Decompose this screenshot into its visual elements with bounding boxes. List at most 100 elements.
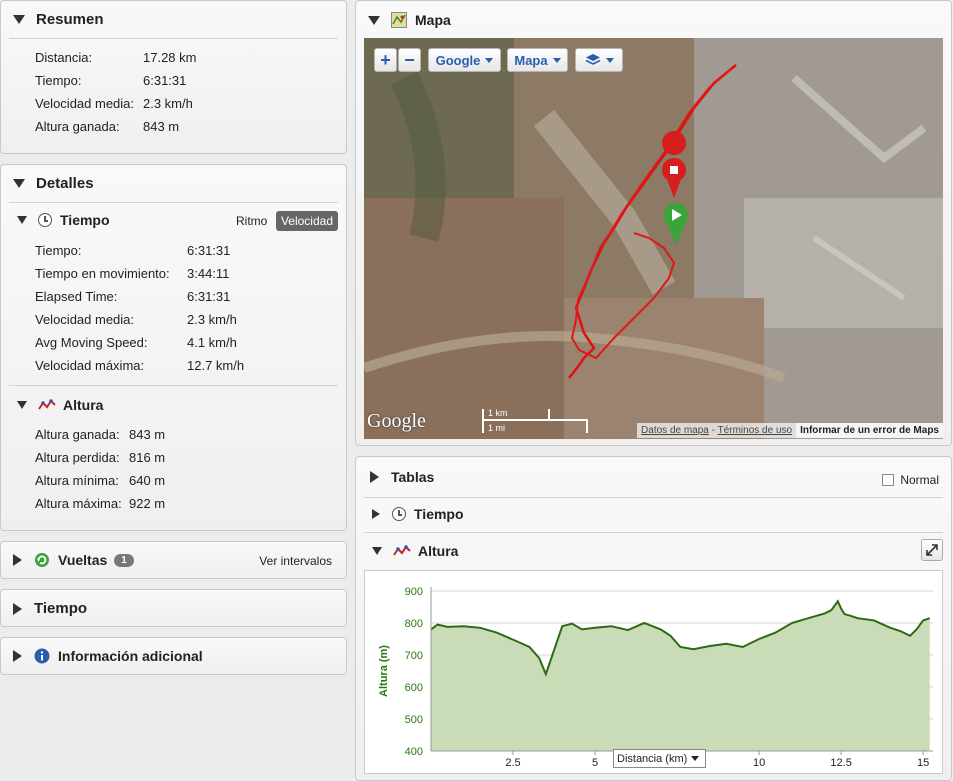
- elevation-chart-container: 4005006007008009002.557.51012.515Altura …: [364, 570, 943, 774]
- tiempo-panel-title: Tiempo: [34, 600, 88, 617]
- detail-row: Elapsed Time: 6:31:31: [35, 289, 231, 304]
- y-axis-label: Altura (m): [378, 645, 390, 697]
- resumen-title: Resumen: [36, 11, 104, 28]
- mapa-title: Mapa: [415, 12, 451, 28]
- tiempo-subsection-header[interactable]: Tiempo: [17, 212, 110, 228]
- collapse-triangle-icon: [17, 216, 27, 224]
- y-tick-label: 600: [405, 682, 423, 694]
- mapa-panel: Mapa: [355, 0, 952, 446]
- detalles-title: Detalles: [36, 175, 94, 192]
- y-tick-label: 900: [405, 586, 423, 598]
- ver-intervalos-link[interactable]: Ver intervalos: [259, 554, 332, 568]
- elevation-line: [430, 599, 931, 678]
- velocidad-toggle[interactable]: Velocidad: [275, 211, 338, 231]
- collapse-triangle-icon: [372, 547, 382, 555]
- tablas-header[interactable]: Tablas: [370, 469, 434, 485]
- satellite-map[interactable]: [364, 38, 943, 439]
- clock-icon: [392, 507, 406, 521]
- x-tick-label: 2.5: [505, 757, 520, 769]
- detail-row: Avg Moving Speed: 4.1 km/h: [35, 335, 237, 350]
- vueltas-panel[interactable]: Vueltas 1 Ver intervalos: [0, 541, 347, 579]
- tablas-tiempo-header[interactable]: Tiempo: [372, 506, 464, 522]
- x-tick-label: 10: [753, 757, 765, 769]
- resumen-header[interactable]: Resumen: [13, 11, 104, 28]
- ritmo-toggle[interactable]: Ritmo: [235, 214, 268, 228]
- detail-row: Tiempo en movimiento: 3:44:11: [35, 266, 230, 281]
- tablas-panel: Tablas Normal Tiempo Altura 400 500 600 700…: [355, 456, 952, 781]
- mapa-header[interactable]: Mapa: [368, 12, 451, 28]
- elevation-icon: [393, 545, 411, 556]
- tablas-title: Tablas: [391, 469, 435, 485]
- expand-triangle-icon: [13, 554, 22, 566]
- map-scale: 1 km 1 mi: [482, 408, 592, 435]
- detalles-header[interactable]: Detalles: [13, 175, 94, 192]
- detail-row: Altura máxima: 922 m: [35, 496, 166, 511]
- map-icon: [391, 12, 407, 28]
- detalles-panel: Detalles Tiempo Ritmo Velocidad Tiempo: 6…: [0, 164, 347, 531]
- report-error-link[interactable]: Informar de un error de Maps: [796, 422, 943, 438]
- expand-icon: [926, 544, 938, 556]
- pace-speed-toggle: Ritmo Velocidad: [231, 211, 338, 231]
- tiempo-subtitle: Tiempo: [60, 212, 110, 228]
- elevation-chart[interactable]: 4005006007008009002.557.51012.515Altura …: [365, 571, 942, 773]
- vueltas-title: Vueltas: [58, 552, 108, 568]
- scale-km-label: 1 km: [488, 408, 508, 418]
- collapse-triangle-icon: [13, 179, 25, 188]
- collapse-triangle-icon: [17, 401, 27, 409]
- map-layers-dropdown[interactable]: [575, 48, 623, 72]
- altura-subtitle: Altura: [63, 397, 104, 413]
- zoom-out-button[interactable]: −: [398, 48, 421, 72]
- clock-icon: [38, 213, 52, 227]
- summary-row: Distancia: 17.28 km: [35, 50, 197, 65]
- x-axis-selector[interactable]: Distancia (km): [613, 749, 706, 768]
- map-footer: Datos de mapa - Términos de uso Informar…: [637, 421, 943, 439]
- laps-count-badge: 1: [114, 553, 134, 567]
- summary-row: Tiempo: 6:31:31: [35, 73, 187, 88]
- info-panel-title: Información adicional: [58, 648, 203, 664]
- chevron-down-icon: [552, 57, 561, 63]
- map-data-link[interactable]: Datos de mapa: [641, 424, 709, 436]
- altura-subsection-header[interactable]: Altura: [17, 397, 103, 413]
- zoom-in-button[interactable]: +: [374, 48, 397, 72]
- summary-row: Altura ganada: 843 m: [35, 119, 180, 134]
- y-tick-label: 700: [405, 650, 423, 662]
- start-marker-icon[interactable]: [664, 203, 688, 245]
- y-tick-label: 800: [405, 618, 423, 630]
- tiempo-panel-header[interactable]: Tiempo: [13, 600, 87, 617]
- map-view[interactable]: + − Google Mapa Google 1 km 1 mi: [364, 38, 943, 439]
- normal-checkbox[interactable]: [882, 474, 895, 486]
- laps-icon: [35, 553, 49, 567]
- tablas-altura-header[interactable]: Altura: [372, 543, 458, 559]
- collapse-triangle-icon: [368, 15, 380, 25]
- detail-row: Altura perdida: 816 m: [35, 450, 166, 465]
- elevation-icon: [38, 399, 56, 410]
- google-logo: Google: [367, 410, 426, 432]
- terms-link[interactable]: Términos de uso: [717, 424, 793, 436]
- info-icon: [34, 648, 50, 664]
- info-panel[interactable]: Información adicional: [0, 637, 347, 675]
- y-tick-label: 400: [405, 746, 423, 758]
- expand-triangle-icon: [370, 471, 379, 483]
- x-tick-label: 12.5: [830, 757, 851, 769]
- end-marker-icon[interactable]: [662, 131, 687, 198]
- map-provider-dropdown[interactable]: Google: [428, 48, 501, 72]
- detail-row: Altura mínima: 640 m: [35, 473, 166, 488]
- resumen-panel: Resumen Distancia: 17.28 km Tiempo: 6:31:3…: [0, 0, 347, 154]
- info-panel-header[interactable]: Información adicional: [13, 648, 203, 664]
- x-tick-label: 5: [592, 757, 598, 769]
- layers-icon: [585, 54, 600, 65]
- elevation-area: [431, 601, 930, 751]
- map-type-dropdown[interactable]: Mapa: [507, 48, 568, 72]
- normal-checkbox-label[interactable]: Normal: [882, 473, 939, 487]
- chevron-down-icon: [485, 57, 494, 63]
- scale-mi-label: 1 mi: [488, 423, 506, 433]
- summary-row: Velocidad media: 2.3 km/h: [35, 96, 193, 111]
- detail-row: Altura ganada: 843 m: [35, 427, 166, 442]
- vueltas-header[interactable]: Vueltas 1: [13, 552, 134, 568]
- x-tick-label: 15: [917, 757, 929, 769]
- tiempo-panel[interactable]: Tiempo: [0, 589, 347, 627]
- expand-triangle-icon: [13, 650, 22, 662]
- expand-triangle-icon: [13, 602, 22, 615]
- detail-row: Velocidad media: 2.3 km/h: [35, 312, 237, 327]
- expand-chart-button[interactable]: [921, 539, 943, 561]
